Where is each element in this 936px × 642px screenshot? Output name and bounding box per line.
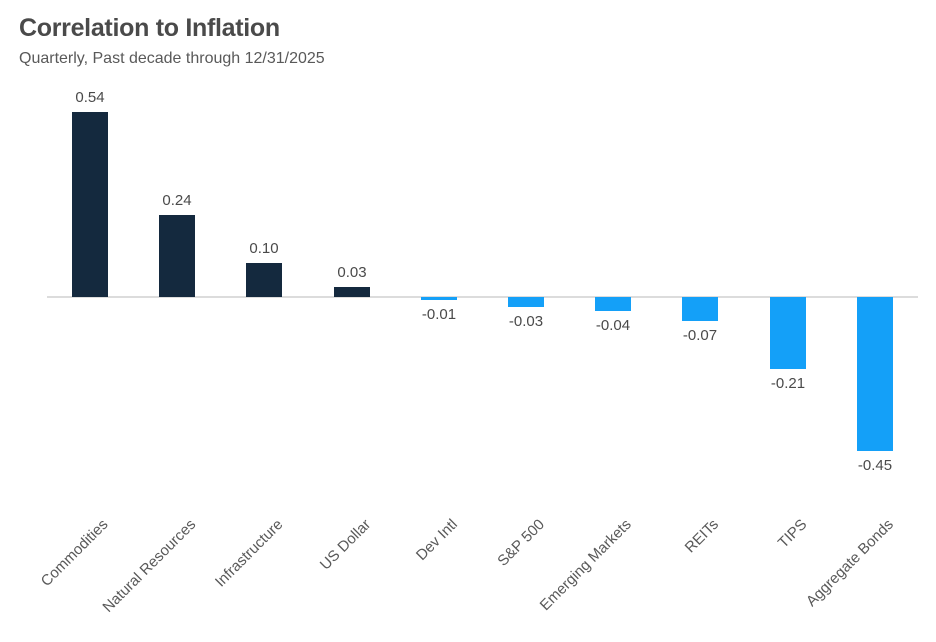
bar-reits: [682, 297, 718, 321]
value-label-infrastructure: 0.10: [249, 240, 279, 257]
value-label-aggregate-bonds: -0.45: [857, 457, 893, 474]
value-label-reits: -0.07: [682, 327, 718, 344]
value-label-natural-resources: 0.24: [162, 192, 192, 209]
value-label-emerging-markets: -0.04: [595, 317, 631, 334]
value-label-s-p-500: -0.03: [508, 313, 544, 330]
bar-tips: [770, 297, 806, 369]
chart-subtitle: Quarterly, Past decade through 12/31/202…: [19, 50, 325, 67]
value-label-tips: -0.21: [770, 375, 806, 392]
chart-title: Correlation to Inflation: [19, 14, 280, 42]
category-label-us-dollar: US Dollar: [316, 516, 375, 574]
value-label-us-dollar: 0.03: [337, 264, 367, 281]
bar-natural-resources: [159, 215, 195, 297]
category-label-reits: REITs: [681, 516, 723, 557]
value-label-dev-intl: -0.01: [421, 306, 457, 323]
value-label-commodities: 0.54: [75, 89, 105, 106]
bar-infrastructure: [246, 263, 282, 297]
category-label-tips: TIPS: [774, 516, 811, 552]
category-label-commodities: Commodities: [38, 516, 113, 590]
bar-emerging-markets: [595, 297, 631, 311]
category-label-s-p-500: S&P 500: [494, 516, 549, 570]
category-label-infrastructure: Infrastructure: [211, 516, 287, 591]
bar-us-dollar: [334, 287, 370, 297]
bar-dev-intl: [421, 297, 457, 300]
category-label-natural-resources: Natural Resources: [99, 516, 200, 616]
category-label-dev-intl: Dev Intl: [413, 516, 462, 564]
category-label-emerging-markets: Emerging Markets: [536, 516, 636, 615]
bar-aggregate-bonds: [857, 297, 893, 451]
bar-commodities: [72, 112, 108, 297]
x-axis-zero-line: [47, 296, 918, 298]
bar-s-p-500: [508, 297, 544, 307]
category-label-aggregate-bonds: Aggregate Bonds: [803, 516, 898, 610]
